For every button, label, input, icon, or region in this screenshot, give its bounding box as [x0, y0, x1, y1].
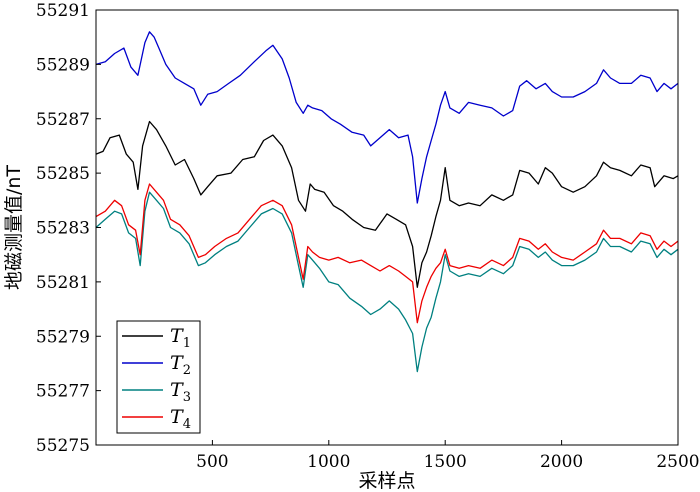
- y-tick-label: 55283: [36, 219, 90, 239]
- series-line-t2: [95, 31, 679, 204]
- y-tick-label: 55279: [36, 327, 90, 347]
- y-tick-label: 55277: [36, 382, 90, 402]
- y-axis-label: 地磁测量值/nT: [3, 165, 25, 290]
- series-line-t3: [95, 191, 679, 373]
- x-axis-label: 采样点: [358, 470, 415, 492]
- series-layer: [95, 31, 679, 373]
- y-tick-label: 55291: [36, 1, 90, 21]
- series-line-t4: [95, 183, 679, 324]
- x-tick-label: 2000: [540, 452, 583, 472]
- series-line-t1: [95, 120, 679, 288]
- legend-subscript: 4: [183, 417, 191, 432]
- y-tick-label: 55289: [36, 55, 90, 75]
- y-tick-label: 55281: [36, 273, 90, 293]
- y-tick-label: 55275: [36, 436, 90, 456]
- legend-box: [116, 320, 201, 434]
- legend-subscript: 3: [183, 390, 191, 405]
- x-tick-label: 1500: [424, 452, 467, 472]
- x-tick-label: 2500: [656, 452, 699, 472]
- y-tick-label: 55285: [36, 164, 90, 184]
- x-axis-ticks: 500 1000 1500 2000 2500: [196, 440, 700, 472]
- y-axis-ticks: 55275 55277 55279 55281 55283 55285 55287 55289…: [36, 1, 101, 456]
- legend-subscript: 2: [183, 363, 191, 378]
- x-tick-label: 1000: [307, 452, 350, 472]
- x-tick-label: 500: [196, 452, 228, 472]
- legend-subscript: 1: [183, 336, 191, 351]
- y-tick-label: 55287: [36, 110, 90, 130]
